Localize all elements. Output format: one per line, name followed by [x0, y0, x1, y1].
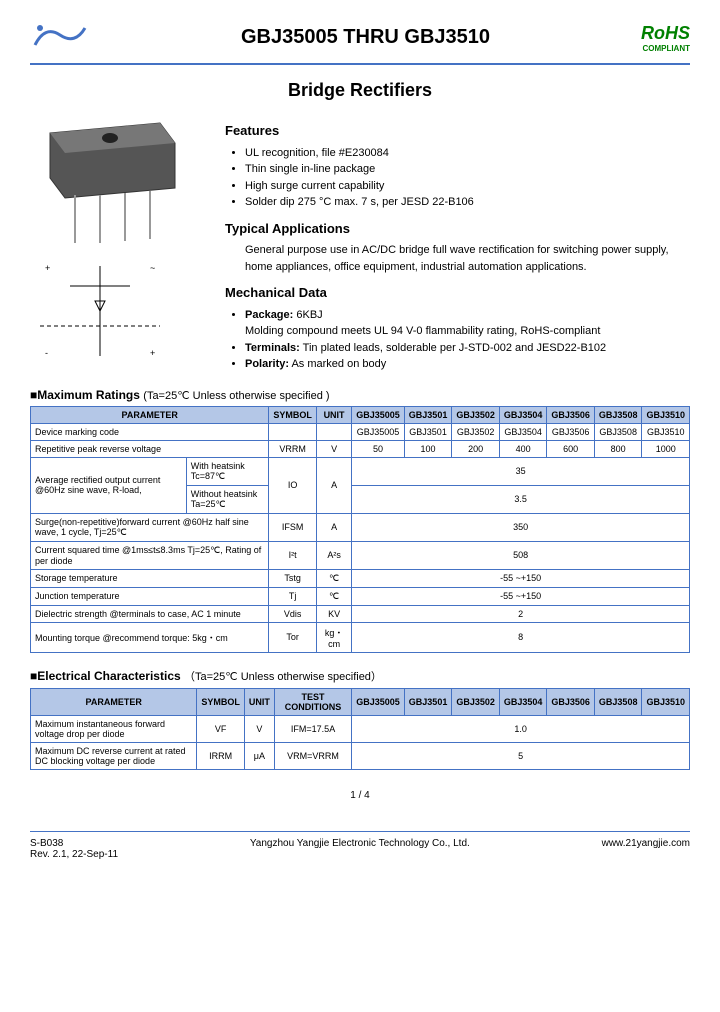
table-row: Dielectric strength @terminals to case, … — [31, 605, 690, 622]
elec-char-table: PARAMETER SYMBOL UNIT TEST CONDITIONS GB… — [30, 688, 690, 770]
table-row: Maximum instantaneous forward voltage dr… — [31, 715, 690, 742]
table-row: Maximum DC reverse current at rated DC b… — [31, 742, 690, 769]
feature-item: High surge current capability — [245, 178, 690, 195]
svg-text:+: + — [150, 348, 155, 358]
th-part: GBJ3510 — [642, 406, 690, 423]
th-part: GBJ3502 — [452, 406, 500, 423]
th-unit: UNIT — [244, 688, 274, 715]
th-symbol: SYMBOL — [269, 406, 317, 423]
svg-text:-: - — [45, 348, 48, 358]
th-parameter: PARAMETER — [31, 406, 269, 423]
th-part: GBJ3502 — [452, 688, 500, 715]
footer-left: S-B038 Rev. 2.1, 22-Sep-11 — [30, 838, 118, 860]
table-row: Device marking code GBJ35005 GBJ3501 GBJ… — [31, 423, 690, 440]
header-title: GBJ35005 THRU GBJ3510 — [90, 26, 641, 49]
mechanical-item: Terminals: Tin plated leads, solderable … — [245, 340, 690, 357]
footer-bar: S-B038 Rev. 2.1, 22-Sep-11 Yangzhou Yang… — [30, 831, 690, 860]
header-bar: GBJ35005 THRU GBJ3510 RoHS COMPLIANT — [30, 20, 690, 65]
info-column: Features UL recognition, file #E230084 T… — [225, 113, 690, 373]
th-test-cond: TEST CONDITIONS — [274, 688, 351, 715]
feature-item: Solder dip 275 °C max. 7 s, per JESD 22-… — [245, 194, 690, 211]
footer-center: Yangzhou Yangjie Electronic Technology C… — [250, 838, 470, 860]
svg-text:~: ~ — [150, 263, 155, 273]
mechanical-list: Package: 6KBJMolding compound meets UL 9… — [225, 307, 690, 373]
product-image — [30, 113, 210, 256]
table-row: Surge(non-repetitive)forward current @60… — [31, 513, 690, 541]
company-logo — [30, 20, 90, 55]
rohs-badge: RoHS COMPLIANT — [641, 23, 690, 53]
mechanical-item: Polarity: As marked on body — [245, 356, 690, 373]
th-parameter: PARAMETER — [31, 688, 197, 715]
mechanical-heading: Mechanical Data — [225, 283, 690, 303]
th-unit: UNIT — [316, 406, 351, 423]
table-row: Repetitive peak reverse voltage VRRM V 5… — [31, 440, 690, 457]
applications-heading: Typical Applications — [225, 219, 690, 239]
table-row: Average rectified output current @60Hz s… — [31, 457, 690, 485]
th-part: GBJ3504 — [499, 406, 547, 423]
rohs-main: RoHS — [641, 23, 690, 44]
schematic-diagram: + ~ - + — [30, 256, 210, 369]
table-header-row: PARAMETER SYMBOL UNIT GBJ35005 GBJ3501 G… — [31, 406, 690, 423]
max-ratings-title: ■Maximum Ratings (Ta=25℃ Unless otherwis… — [30, 388, 690, 402]
images-column: + ~ - + — [30, 113, 210, 373]
footer-right: www.21yangjie.com — [602, 838, 690, 860]
mechanical-item: Package: 6KBJMolding compound meets UL 9… — [245, 307, 690, 340]
th-part: GBJ3504 — [499, 688, 547, 715]
table-row: Mounting torque @recommend torque: 5kg・c… — [31, 622, 690, 652]
max-ratings-table: PARAMETER SYMBOL UNIT GBJ35005 GBJ3501 G… — [30, 406, 690, 653]
rohs-sub: COMPLIANT — [641, 44, 690, 53]
th-part: GBJ3506 — [547, 406, 595, 423]
page-number: 1 / 4 — [30, 790, 690, 801]
feature-item: Thin single in-line package — [245, 161, 690, 178]
features-list: UL recognition, file #E230084 Thin singl… — [225, 145, 690, 211]
th-part: GBJ3510 — [642, 688, 690, 715]
table-row: Junction temperatureTj℃-55 ~+150 — [31, 587, 690, 605]
svg-text:+: + — [45, 263, 50, 273]
th-part: GBJ3501 — [404, 406, 452, 423]
th-part: GBJ3508 — [594, 406, 642, 423]
table-header-row: PARAMETER SYMBOL UNIT TEST CONDITIONS GB… — [31, 688, 690, 715]
main-title: Bridge Rectifiers — [30, 80, 690, 101]
th-part: GBJ3506 — [547, 688, 595, 715]
th-part: GBJ3501 — [404, 688, 452, 715]
table-row: Current squared time @1ms≤t≤8.3ms Tj=25℃… — [31, 541, 690, 569]
th-part: GBJ35005 — [352, 688, 405, 715]
th-part: GBJ3508 — [594, 688, 642, 715]
table-row: Storage temperatureTstg℃-55 ~+150 — [31, 569, 690, 587]
elec-char-title: ■Electrical Characteristics （Ta=25℃ Unle… — [30, 668, 690, 684]
top-section: + ~ - + Features UL recognition, file #E… — [30, 113, 690, 373]
applications-text: General purpose use in AC/DC bridge full… — [225, 242, 690, 275]
th-symbol: SYMBOL — [197, 688, 245, 715]
feature-item: UL recognition, file #E230084 — [245, 145, 690, 162]
th-part: GBJ35005 — [352, 406, 405, 423]
features-heading: Features — [225, 121, 690, 141]
